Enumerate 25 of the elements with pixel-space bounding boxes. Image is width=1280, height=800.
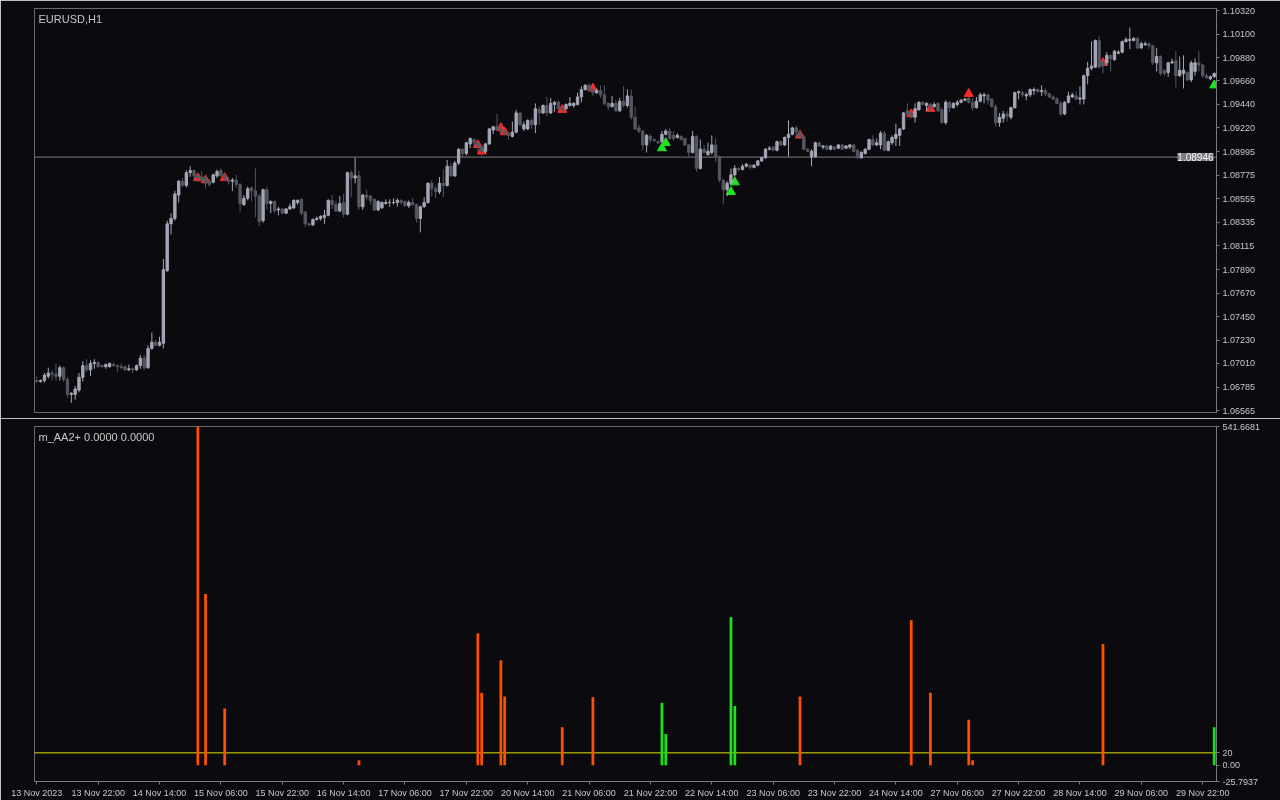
x-tick-label: 13 Nov 2023 xyxy=(11,787,63,798)
x-tick-label: 16 Nov 14:00 xyxy=(316,787,371,798)
y-tick-label: 0.00 xyxy=(1222,760,1241,771)
x-tick-label: 27 Nov 22:00 xyxy=(991,787,1046,798)
x-tick-label: 15 Nov 22:00 xyxy=(255,787,310,798)
x-tick-label: 21 Nov 06:00 xyxy=(562,787,616,798)
x-tick-label: 23 Nov 22:00 xyxy=(807,787,862,798)
chart-title: m_AA2+ 0.0000 0.0000 xyxy=(38,430,155,443)
x-tick-label: 17 Nov 06:00 xyxy=(378,787,432,798)
x-tick-label: 17 Nov 22:00 xyxy=(439,787,494,798)
x-tick-label: 20 Nov 14:00 xyxy=(500,787,555,798)
y-tick-label: -25.7937 xyxy=(1222,776,1259,787)
x-tick-label: 15 Nov 06:00 xyxy=(194,787,248,798)
x-tick-label: 22 Nov 14:00 xyxy=(685,787,739,798)
x-tick-label: 21 Nov 22:00 xyxy=(623,787,678,798)
x-tick-label: 14 Nov 14:00 xyxy=(132,787,187,798)
x-tick-label: 13 Nov 22:00 xyxy=(71,787,125,798)
x-tick-label: 29 Nov 06:00 xyxy=(1114,787,1169,798)
x-tick-label: 27 Nov 06:00 xyxy=(930,787,985,798)
x-tick-label: 23 Nov 06:00 xyxy=(746,787,800,798)
x-tick-label: 24 Nov 14:00 xyxy=(869,787,923,798)
x-tick-label: 28 Nov 14:00 xyxy=(1053,787,1107,798)
y-tick-label: 20 xyxy=(1222,747,1233,758)
y-tick-label: 541.6681 xyxy=(1222,421,1261,432)
x-tick-label: 29 Nov 22:00 xyxy=(1175,787,1230,798)
